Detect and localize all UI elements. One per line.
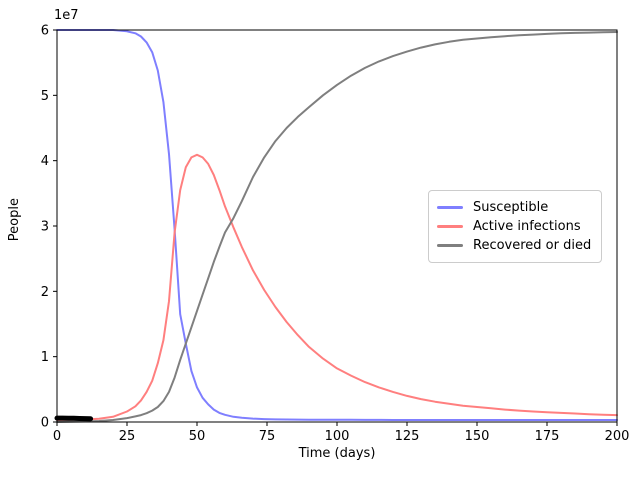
y-tick-label: 5	[41, 89, 49, 104]
legend-label-susceptible: Susceptible	[473, 200, 549, 215]
y-tick-label: 3	[41, 220, 49, 235]
y-tick-label: 2	[41, 285, 49, 300]
legend: Susceptible Active infections Recovered …	[428, 190, 603, 263]
y-tick-label: 1	[41, 350, 49, 365]
legend-entry-susceptible: Susceptible	[437, 198, 591, 217]
legend-line-active-infections	[437, 225, 463, 228]
x-tick-label: 25	[119, 429, 136, 444]
x-tick-label: 150	[465, 429, 490, 444]
legend-entry-active-infections: Active infections	[437, 217, 591, 236]
x-tick-label: 175	[535, 429, 560, 444]
legend-entry-recovered-or-died: Recovered or died	[437, 236, 591, 255]
legend-label-recovered-or-died: Recovered or died	[473, 238, 592, 253]
x-tick-label: 50	[189, 429, 206, 444]
x-tick-label: 100	[325, 429, 350, 444]
x-tick-label: 125	[395, 429, 420, 444]
x-tick-label: 0	[53, 429, 61, 444]
legend-line-susceptible	[437, 206, 463, 209]
curve-recovered-or-died	[56, 31, 618, 423]
x-tick-label: 200	[605, 429, 630, 444]
x-axis-label: Time (days)	[298, 446, 376, 461]
y-tick-label: 4	[41, 154, 49, 169]
curve-active-infections	[56, 153, 618, 421]
legend-label-active-infections: Active infections	[473, 219, 581, 234]
curve-susceptible	[56, 29, 618, 421]
observed-data-points	[54, 415, 94, 422]
y-tick-label: 6	[41, 24, 49, 39]
legend-line-recovered-or-died	[437, 244, 463, 247]
y-axis-label: People	[7, 198, 22, 242]
y-tick-label: 0	[41, 416, 49, 431]
y-axis-offset-text: 1e7	[54, 8, 79, 23]
x-tick-label: 75	[259, 429, 276, 444]
